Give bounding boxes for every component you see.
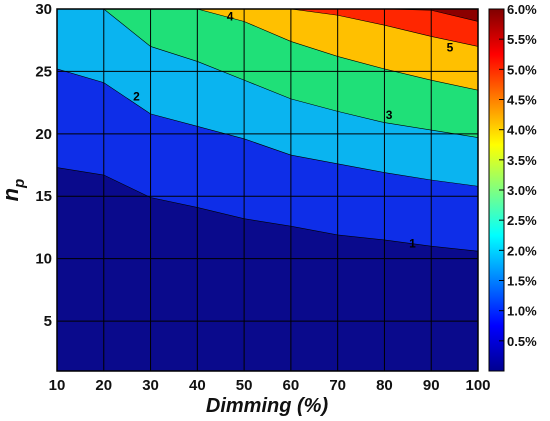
y-axis-title-subscript: p bbox=[11, 179, 28, 189]
y-tick-label-4: 25 bbox=[35, 63, 52, 80]
colorbar-tick-label-7: 4.0% bbox=[507, 123, 537, 138]
colorbar-tick-label-11: 6.0% bbox=[507, 2, 537, 17]
colorbar-ticks: 0.5% 1.0% 1.5% 2.0% 2.5% 3.0% 3.5% 4.0% 4.5% 5.0%… bbox=[499, 2, 537, 349]
colorbar-tick-label-6: 3.5% bbox=[507, 153, 537, 168]
x-tick-label-5: 60 bbox=[283, 377, 300, 394]
contour-label-0: 1 bbox=[409, 237, 416, 251]
contour-label-2: 3 bbox=[386, 108, 393, 122]
y-tick-label-3: 20 bbox=[35, 126, 52, 143]
x-tick-label-2: 30 bbox=[142, 377, 159, 394]
x-tick-label-9: 100 bbox=[465, 377, 490, 394]
x-axis-title: Dimming (%) bbox=[206, 395, 329, 417]
contour-labels: 1 2 3 4 5 bbox=[133, 9, 453, 250]
colorbar-tick-label-2: 1.5% bbox=[507, 274, 537, 289]
y-tick-label-0: 5 bbox=[44, 313, 52, 330]
plot-frame bbox=[56, 8, 479, 372]
y-tick-label-5: 30 bbox=[35, 1, 52, 18]
colorbar-tick-label-3: 2.0% bbox=[507, 243, 537, 258]
x-tick-label-4: 50 bbox=[236, 377, 253, 394]
y-tick-label-1: 10 bbox=[35, 251, 52, 268]
x-tick-label-7: 80 bbox=[376, 377, 393, 394]
colorbar-tick-label-8: 4.5% bbox=[507, 93, 537, 108]
colorbar-tick-label-0: 0.5% bbox=[507, 334, 537, 349]
y-tick-label-2: 15 bbox=[35, 188, 52, 205]
x-tick-label-6: 70 bbox=[329, 377, 346, 394]
x-tick-label-0: 10 bbox=[49, 377, 66, 394]
y-axis-title-main: n bbox=[0, 188, 23, 201]
region-6 bbox=[57, 9, 478, 22]
x-axis-ticks: 10 20 30 40 50 60 70 80 90 100 bbox=[49, 377, 491, 394]
colorbar-tick-label-5: 3.0% bbox=[507, 183, 537, 198]
y-axis-ticks: 5 10 15 20 25 30 bbox=[35, 1, 52, 330]
x-tick-label-1: 20 bbox=[95, 377, 112, 394]
grid-lines bbox=[57, 9, 478, 371]
contour-regions bbox=[57, 9, 478, 371]
y-axis-title: np bbox=[0, 179, 28, 202]
svg-text:np: np bbox=[0, 179, 28, 202]
colorbar-tick-label-1: 1.0% bbox=[507, 304, 537, 319]
colorbar-tick-label-9: 5.0% bbox=[507, 62, 537, 77]
x-tick-label-8: 90 bbox=[423, 377, 440, 394]
colorbar-tick-label-10: 5.5% bbox=[507, 32, 537, 47]
contour-label-1: 2 bbox=[133, 89, 140, 103]
colorbar-tick-label-4: 2.5% bbox=[507, 213, 537, 228]
contour-label-4: 5 bbox=[447, 41, 454, 55]
x-tick-label-3: 40 bbox=[189, 377, 206, 394]
contour-label-3: 4 bbox=[227, 9, 234, 23]
